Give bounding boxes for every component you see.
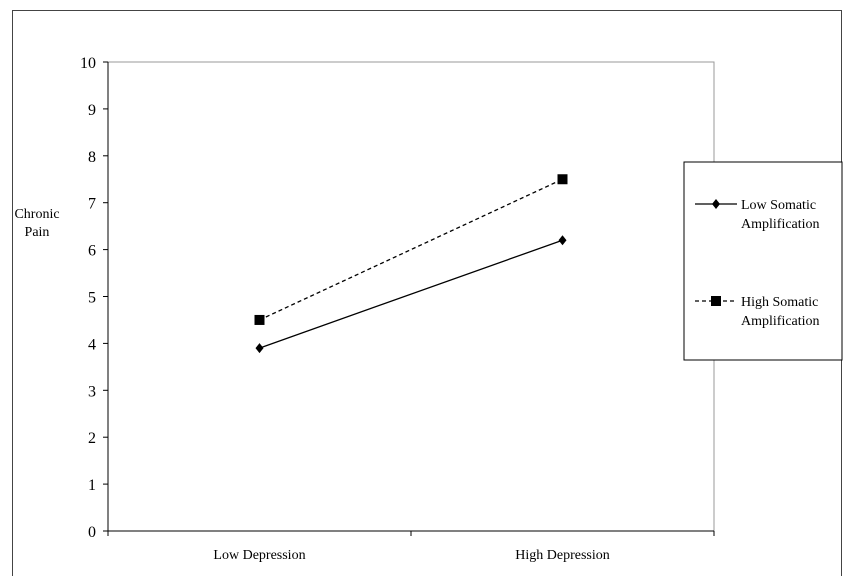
x-tick-label: High Depression bbox=[515, 548, 610, 563]
data-point-square bbox=[254, 314, 265, 325]
data-point-diamond bbox=[558, 235, 567, 246]
legend-marker-diamond bbox=[712, 199, 720, 209]
legend-marker-square bbox=[711, 296, 721, 306]
y-tick-label: 0 bbox=[88, 524, 96, 541]
plot-area bbox=[107, 61, 715, 532]
y-tick-label: 7 bbox=[88, 196, 96, 213]
y-tick-label: 10 bbox=[80, 55, 96, 72]
legend-label-line-2: Amplification bbox=[741, 314, 820, 329]
y-tick-label: 4 bbox=[88, 336, 96, 353]
legend-label-line-1: High Somatic bbox=[741, 295, 818, 310]
y-tick-label: 9 bbox=[88, 102, 96, 119]
y-tick-label: 6 bbox=[88, 243, 96, 260]
legend-label-line-1: Low Somatic bbox=[741, 198, 816, 213]
y-tick-label: 1 bbox=[88, 477, 96, 494]
data-point-square bbox=[557, 174, 568, 185]
y-tick-label: 5 bbox=[88, 290, 96, 307]
series-line-1 bbox=[259, 239, 563, 349]
legend-label-line-2: Amplification bbox=[741, 217, 820, 232]
y-tick-label: 8 bbox=[88, 149, 96, 166]
y-tick-label: 2 bbox=[88, 430, 96, 447]
data-point-diamond bbox=[255, 343, 264, 354]
y-axis-label-line-1: Chronic bbox=[14, 207, 59, 222]
y-tick-label: 3 bbox=[88, 383, 96, 400]
x-tick-label: Low Depression bbox=[213, 548, 305, 563]
series-line-2 bbox=[259, 178, 563, 321]
y-axis-label-line-2: Pain bbox=[25, 225, 50, 240]
legend-box bbox=[683, 161, 843, 361]
